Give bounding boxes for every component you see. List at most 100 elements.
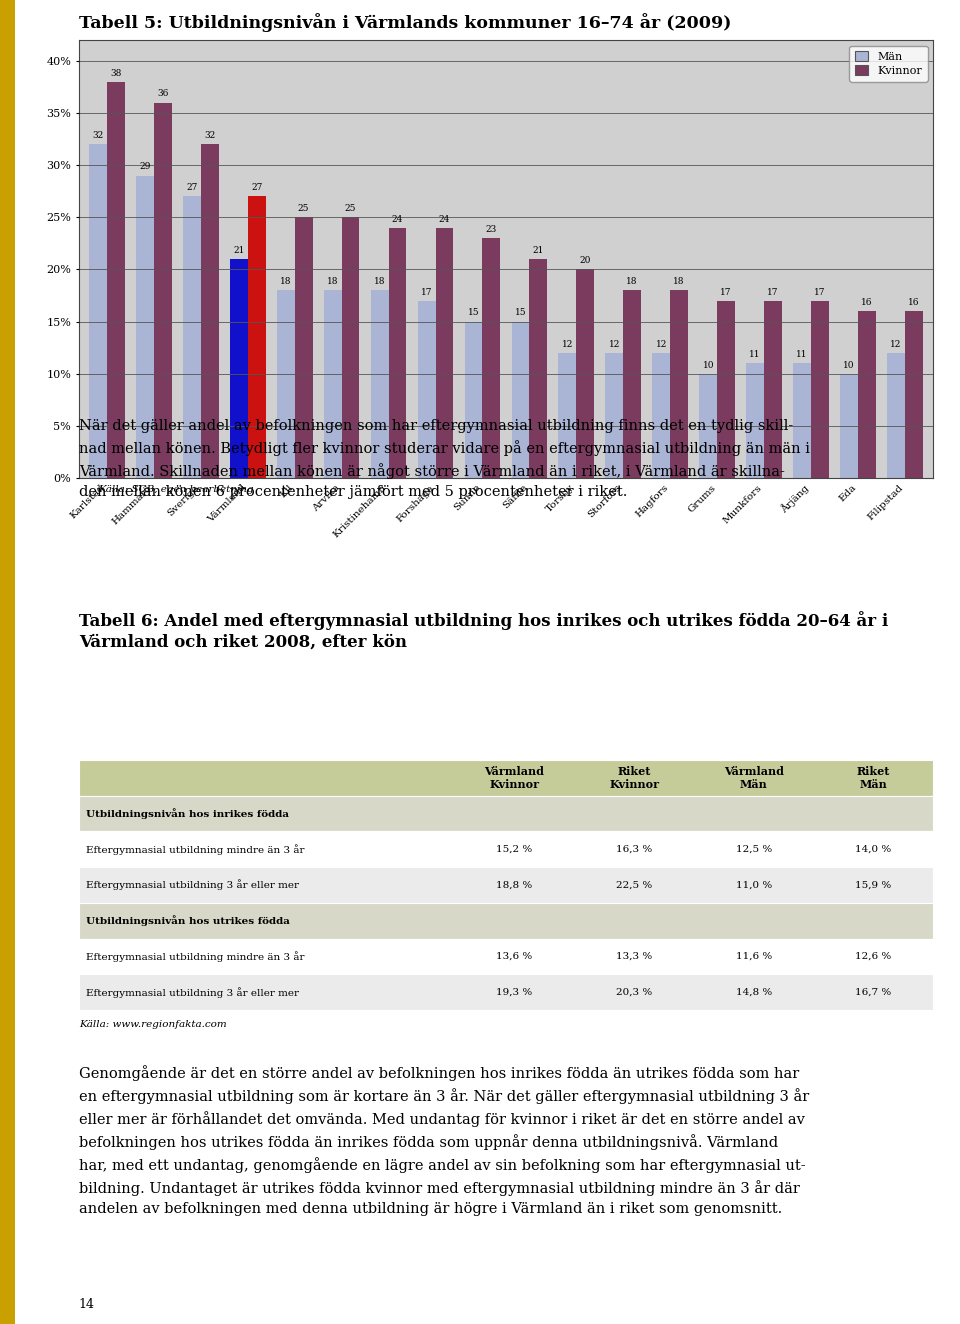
Text: 15,9 %: 15,9 % — [855, 880, 892, 890]
Text: Eftergymnasial utbildning mindre än 3 år: Eftergymnasial utbildning mindre än 3 år — [85, 951, 304, 961]
Text: 16: 16 — [861, 298, 873, 307]
Bar — [418, 301, 436, 478]
Bar — [107, 82, 125, 478]
Text: 12: 12 — [562, 340, 573, 348]
Text: När det gäller andel av befolkningen som har eftergymnasial utbildning finns det: När det gäller andel av befolkningen som… — [79, 420, 809, 499]
Bar — [324, 290, 342, 478]
Text: 11: 11 — [750, 350, 761, 359]
Text: 17: 17 — [814, 287, 826, 297]
Text: 10: 10 — [703, 360, 714, 369]
Text: 18: 18 — [373, 277, 385, 286]
Text: 16,7 %: 16,7 % — [855, 988, 892, 997]
Bar — [276, 290, 295, 478]
Text: 15: 15 — [515, 308, 526, 318]
Bar — [154, 102, 172, 478]
Bar — [811, 301, 828, 478]
Bar — [529, 260, 547, 478]
Text: 24: 24 — [439, 214, 450, 224]
Bar — [389, 228, 406, 478]
Bar — [79, 760, 933, 796]
Text: 14,0 %: 14,0 % — [855, 845, 892, 854]
Text: 21: 21 — [233, 246, 245, 254]
Text: 18: 18 — [627, 277, 638, 286]
Text: 12: 12 — [890, 340, 901, 348]
Text: 12: 12 — [656, 340, 667, 348]
Bar — [79, 974, 933, 1010]
Text: 27: 27 — [251, 183, 262, 192]
Text: Värmland
Kvinnor: Värmland Kvinnor — [485, 767, 544, 789]
Bar — [764, 301, 782, 478]
Text: 16,3 %: 16,3 % — [616, 845, 652, 854]
Bar — [670, 290, 688, 478]
Bar — [512, 322, 529, 478]
Text: 14: 14 — [79, 1298, 95, 1311]
Text: 38: 38 — [110, 69, 122, 78]
Text: 32: 32 — [92, 131, 104, 140]
Text: Riket
Män: Riket Män — [856, 767, 890, 789]
Bar — [342, 217, 359, 478]
Bar — [606, 354, 623, 478]
Text: 25: 25 — [298, 204, 309, 213]
Text: 21: 21 — [533, 246, 544, 254]
Bar — [559, 354, 576, 478]
Bar — [746, 363, 764, 478]
Text: 32: 32 — [204, 131, 215, 140]
Bar — [201, 144, 219, 478]
Text: Källa: SCB, egen bearbetning: Källa: SCB, egen bearbetning — [98, 485, 253, 494]
Text: Värmland
Män: Värmland Män — [724, 767, 783, 789]
Text: Eftergymnasial utbildning 3 år eller mer: Eftergymnasial utbildning 3 år eller mer — [85, 986, 299, 997]
Bar — [136, 176, 154, 478]
Text: 17: 17 — [720, 287, 732, 297]
Text: 27: 27 — [186, 183, 198, 192]
Text: 20: 20 — [580, 257, 591, 265]
Text: 17: 17 — [767, 287, 779, 297]
Text: 15: 15 — [468, 308, 479, 318]
Legend: Män, Kvinnor: Män, Kvinnor — [850, 45, 927, 82]
Bar — [295, 217, 313, 478]
Text: 25: 25 — [345, 204, 356, 213]
Text: 22,5 %: 22,5 % — [616, 880, 652, 890]
Bar — [248, 196, 266, 478]
Bar — [79, 796, 933, 831]
Text: 18: 18 — [327, 277, 339, 286]
Text: Tabell 6: Andel med eftergymnasial utbildning hos inrikes och utrikes födda 20–6: Tabell 6: Andel med eftergymnasial utbil… — [79, 610, 888, 650]
Bar — [79, 867, 933, 903]
Bar — [887, 354, 905, 478]
Text: 17: 17 — [420, 287, 432, 297]
Text: 12,6 %: 12,6 % — [855, 952, 892, 961]
Bar — [858, 311, 876, 478]
Text: 11,6 %: 11,6 % — [735, 952, 772, 961]
Text: Utbildningsnivån hos utrikes födda: Utbildningsnivån hos utrikes födda — [85, 915, 289, 925]
Bar — [699, 373, 717, 478]
Text: 13,3 %: 13,3 % — [616, 952, 652, 961]
Bar — [840, 373, 858, 478]
Bar — [436, 228, 453, 478]
Text: Eftergymnasial utbildning mindre än 3 år: Eftergymnasial utbildning mindre än 3 år — [85, 843, 304, 855]
Bar — [465, 322, 483, 478]
Text: 15,2 %: 15,2 % — [496, 845, 533, 854]
Text: 29: 29 — [139, 163, 151, 171]
Bar — [793, 363, 811, 478]
Text: 23: 23 — [486, 225, 497, 234]
Text: 19,3 %: 19,3 % — [496, 988, 533, 997]
Bar — [79, 831, 933, 867]
Text: Tabell 5: Utbildningsnivån i Värmlands kommuner 16–74 år (2009): Tabell 5: Utbildningsnivån i Värmlands k… — [79, 13, 732, 32]
Bar — [89, 144, 107, 478]
Text: 11: 11 — [797, 350, 808, 359]
Text: Utbildningsnivån hos inrikes födda: Utbildningsnivån hos inrikes födda — [85, 808, 289, 820]
Text: 13,6 %: 13,6 % — [496, 952, 533, 961]
Text: 24: 24 — [392, 214, 403, 224]
Text: Eftergymnasial utbildning 3 år eller mer: Eftergymnasial utbildning 3 år eller mer — [85, 879, 299, 891]
Text: 16: 16 — [908, 298, 920, 307]
Bar — [483, 238, 500, 478]
Bar — [576, 269, 594, 478]
Text: 12,5 %: 12,5 % — [735, 845, 772, 854]
Bar — [229, 260, 248, 478]
Text: 36: 36 — [157, 90, 168, 98]
Bar — [371, 290, 389, 478]
Bar — [653, 354, 670, 478]
Text: 14,8 %: 14,8 % — [735, 988, 772, 997]
Text: 11,0 %: 11,0 % — [735, 880, 772, 890]
Bar — [79, 903, 933, 939]
Text: 18,8 %: 18,8 % — [496, 880, 533, 890]
